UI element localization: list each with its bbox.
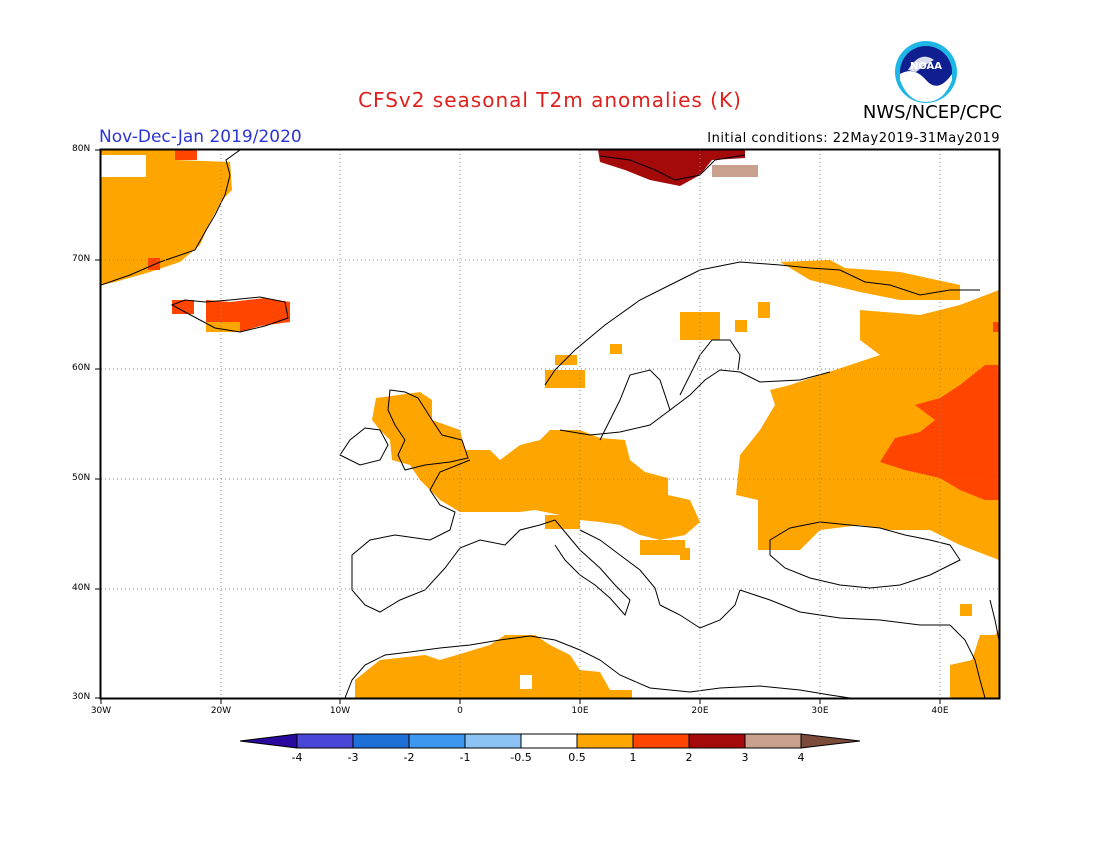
coastline-sweden-finland [599,369,831,441]
lon-label-10e: 10E [571,706,589,716]
coastline-norway [544,261,781,386]
coastline-bothnia [679,339,741,396]
coastline-kola [779,264,980,296]
colorbar-label-plus3: 3 [741,751,749,764]
coastline-baltic-south [559,409,671,436]
lon-label-30w: 30W [90,706,112,716]
anomaly-region-cyprus [960,604,972,616]
colorbar-segment-minus1 [465,734,521,748]
anomaly-region-svalbard [598,150,745,186]
anomaly-region-adriatic [545,515,580,529]
chart-title: CFSv2 seasonal T2m anomalies (K) [358,88,742,112]
coastline-greenland [101,150,241,286]
anomaly-region-greenland-red [148,258,160,270]
anomaly-region-balkans-2 [680,548,690,560]
lon-label-0: 0 [457,706,463,716]
colorbar-label-minus1: -1 [459,751,471,764]
coastline-iceland [170,296,289,333]
tick-marks [95,149,941,704]
lon-label-20e: 20E [691,706,709,716]
coastline-ireland [339,427,389,466]
colorbar-segment-plus3 [745,734,801,748]
anomaly-region-central-europe [372,392,700,540]
lon-label-20w: 20W [210,706,232,716]
coastline-caspian [989,599,999,641]
lat-label-60n: 60N [72,363,91,373]
map-frame [99,148,1001,700]
colorbar-label-minus05: -0.5 [510,751,532,764]
colorbar-label-minus2: -2 [403,751,415,764]
colorbar-segment-gt-plus4 [801,734,860,748]
anomaly-region-north-cape [780,260,960,300]
colorbar-segment-plus1 [633,734,689,748]
lat-label-40n: 40N [72,583,91,593]
coastline-adriatic [579,529,661,606]
forecast-period: Nov-Dec-Jan 2019/2020 [99,127,302,147]
lat-label-30n: 30N [72,692,91,702]
colorbar-segment-lt-minus4 [240,734,297,748]
colorbar-segment-neutral [521,734,577,748]
colorbar-segment-plus05 [577,734,633,748]
coastline-levant [949,624,986,698]
coastline-turkey-south [739,589,950,626]
lon-label-40e: 40E [931,706,949,716]
lon-label-10w: 10W [329,706,351,716]
anomaly-region-balkans [640,540,685,555]
anomaly-region-svalbard-tan [712,165,758,177]
colorbar-segment-minus3 [353,734,409,748]
coastline-france-iberia [351,459,556,613]
anomaly-region-greenland-warm [175,150,197,160]
colorbar-label-minus4: -4 [291,751,303,764]
anomaly-region-norway-3 [545,370,585,388]
anomaly-region-russia-red-2 [993,322,999,332]
anomaly-region-sahara-gap [520,675,532,689]
anomaly-region-north-africa [355,635,632,698]
colorbar [239,733,861,749]
anomaly-region-finland-2 [735,320,747,332]
lat-label-70n: 70N [72,254,91,264]
noaa-logo: NOAA [894,40,958,104]
colorbar-segment-plus2 [689,734,745,748]
colorbar-label-plus2: 2 [685,751,693,764]
colorbar-label-plus05: 0.5 [568,751,586,764]
coastline-north-africa [344,635,851,698]
coastline-greece [659,589,741,629]
coastline-layer [101,150,999,698]
noaa-logo-icon: NOAA [895,41,957,103]
colorbar-label-plus1: 1 [629,751,637,764]
coastline-black-sea [769,521,961,589]
colorbar-segment-minus4 [297,734,353,748]
anomaly-region-greenland-gap [101,155,146,177]
anomaly-region-iceland-west [172,300,194,314]
lat-label-80n: 80N [72,144,91,154]
grid-layer [101,150,999,698]
coastline-britain [387,389,469,471]
anomaly-region-finland-3 [758,302,770,318]
coastline-italy [554,519,631,616]
agency-label: NWS/NCEP/CPC [862,102,1002,123]
coastline-svalbard [599,154,746,181]
colorbar-label-minus3: -3 [347,751,359,764]
lon-label-30e: 30E [811,706,829,716]
anomaly-fill-layer [101,150,999,698]
anomaly-region-russia-red [880,365,999,500]
anomaly-region-russia [736,290,999,560]
anomaly-region-greenland [101,150,232,285]
anomaly-region-norway-2 [610,344,622,354]
colorbar-segment-minus2 [409,734,465,748]
lat-label-50n: 50N [72,473,91,483]
anomaly-region-iceland-edge [206,322,240,332]
anomaly-region-norway-1 [555,355,577,365]
anomaly-region-middle-east [950,630,999,698]
colorbar-label-plus4: 4 [797,751,805,764]
noaa-logo-text: NOAA [910,61,942,72]
initial-conditions: Initial conditions: 22May2019-31May2019 [707,131,1000,146]
